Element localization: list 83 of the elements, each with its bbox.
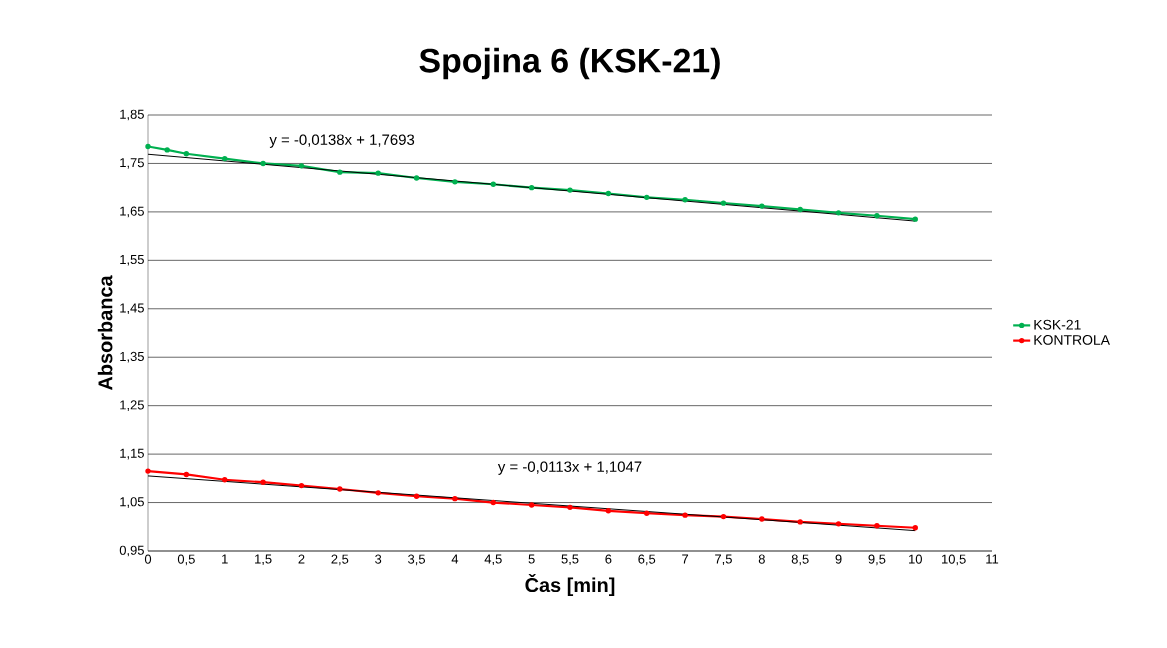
- y-tick-label: 1,85: [120, 109, 144, 121]
- point: [375, 490, 381, 496]
- point: [759, 516, 765, 522]
- y-tick-label: 1,65: [120, 206, 144, 218]
- point: [490, 499, 496, 506]
- point: [644, 194, 650, 201]
- point: [298, 163, 305, 169]
- point: [874, 523, 880, 529]
- y-axis-title: Absorbanca: [97, 275, 113, 391]
- x-tick-label: 2: [298, 554, 305, 564]
- point: [912, 525, 918, 531]
- y-tick-label: 1,45: [120, 303, 144, 315]
- x-tick-label: 11: [986, 554, 999, 564]
- point: [644, 510, 650, 516]
- legend-label: KSK-21: [1034, 319, 1081, 330]
- point: [222, 477, 228, 483]
- y-tick-label: 1,15: [120, 448, 144, 460]
- point: [183, 471, 190, 478]
- x-tick-label: 4: [451, 554, 459, 564]
- x-tick-label: 8,5: [791, 554, 809, 566]
- point: [164, 147, 170, 153]
- point: [528, 502, 535, 508]
- point: [720, 513, 727, 520]
- point: [145, 143, 151, 150]
- legend-label: KONTROLA: [1034, 334, 1110, 345]
- point: [337, 169, 343, 175]
- point: [874, 213, 880, 219]
- point: [222, 155, 228, 162]
- x-tick-label: 6,5: [638, 554, 656, 566]
- x-tick-label: 1: [222, 554, 228, 564]
- point: [835, 521, 842, 527]
- point: [490, 181, 496, 187]
- x-tick-label: 3,5: [408, 554, 425, 566]
- point: [375, 170, 381, 176]
- annotation: y = -0,0138x + 1,7693: [269, 134, 415, 148]
- point: [759, 203, 765, 209]
- point: [528, 184, 535, 191]
- point: [682, 197, 688, 203]
- point: [797, 206, 803, 213]
- x-tick-label: 4,5: [484, 554, 502, 566]
- x-tick-label: 9: [835, 554, 842, 564]
- point: [720, 200, 727, 206]
- point: [912, 216, 918, 222]
- x-tick-label: 1,5: [255, 554, 272, 566]
- x-tick-label: 7,5: [715, 554, 732, 566]
- y-tick-label: 1,35: [120, 351, 144, 363]
- x-tick-label: 3: [375, 554, 382, 564]
- x-tick-label: 5,5: [561, 554, 579, 566]
- point: [337, 486, 343, 492]
- point: [145, 468, 151, 474]
- x-axis-title: Čas [min]: [525, 574, 615, 597]
- y-tick-label: 1,25: [120, 400, 144, 412]
- x-tick-label: 6: [605, 554, 612, 564]
- point: [413, 175, 420, 181]
- point: [260, 479, 266, 485]
- x-tick-label: 0,5: [177, 554, 195, 566]
- point: [452, 179, 458, 185]
- y-tick-label: 1,05: [120, 497, 144, 508]
- point: [183, 151, 190, 157]
- x-tick-label: 8: [758, 554, 765, 564]
- point: [298, 482, 305, 489]
- x-tick-label: 7: [682, 554, 689, 564]
- x-tick-label: 10,5: [942, 554, 966, 566]
- point: [797, 519, 803, 525]
- x-tick-label: 9,5: [868, 554, 886, 566]
- annotation: y = -0,0113x + 1,1047: [497, 461, 642, 475]
- point: [605, 190, 612, 197]
- point: [567, 187, 573, 193]
- point: [452, 495, 458, 502]
- chart-title: Spojina 6 (KSK-21): [419, 47, 720, 80]
- y-tick-label: 1,55: [120, 255, 144, 266]
- x-tick-label: 0: [144, 554, 152, 564]
- point: [567, 504, 573, 511]
- point: [413, 493, 420, 499]
- point: [835, 210, 842, 216]
- x-tick-label: 10: [909, 554, 922, 564]
- point: [682, 512, 688, 518]
- x-tick-label: 2,5: [331, 554, 349, 566]
- y-tick-label: 1,75: [120, 158, 144, 169]
- y-tick-label: 0,95: [119, 545, 144, 557]
- point: [605, 508, 612, 514]
- point: [260, 160, 266, 167]
- x-tick-label: 5: [528, 554, 535, 564]
